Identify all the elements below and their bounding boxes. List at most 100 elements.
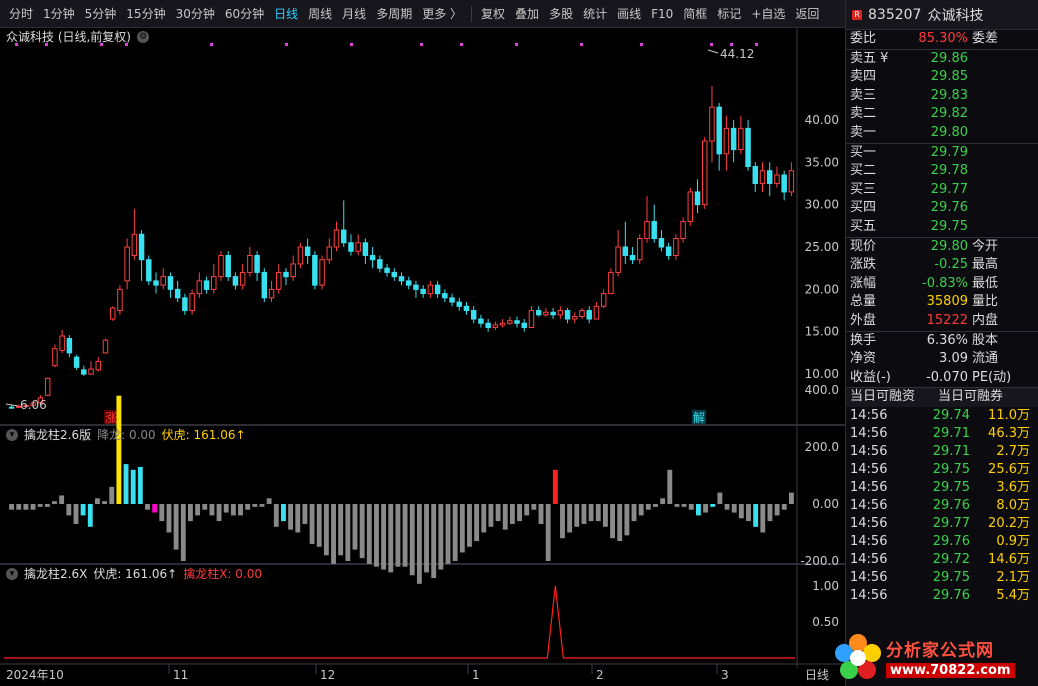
quote-row-value: 35809 [926, 294, 968, 310]
candle-body [766, 170, 773, 184]
tool-button-8[interactable]: +自选 [751, 6, 786, 21]
period-button-9[interactable]: 多周期 [376, 6, 413, 21]
candle-body [615, 246, 621, 273]
indicator-bar [195, 504, 201, 516]
indicator-bar [216, 504, 222, 522]
period-button-10[interactable]: 更多 〉 [422, 6, 463, 21]
tick-time: 14:56 [850, 497, 888, 513]
watermark-logo: 分析家公式网 www.70822.com [832, 628, 1038, 686]
bid-row-label: 买二 [850, 163, 877, 179]
tick-price: 29.72 [932, 551, 970, 567]
tool-button-4[interactable]: 画线 [617, 6, 642, 21]
jie-marker-bg [692, 410, 706, 424]
tick-row: 14:56 29.76 8.0万 [846, 497, 1038, 515]
ask-row-label: 卖三 [850, 87, 877, 103]
indicator-bar [753, 504, 759, 527]
ask-row-value: 29.86 [930, 50, 968, 66]
tick-row: 14:56 29.75 25.6万 [846, 461, 1038, 479]
x-axis-label: 2 [596, 668, 604, 682]
tick-volume: 8.0万 [996, 497, 1030, 513]
indicator-bar [202, 504, 208, 510]
tool-button-9[interactable]: 返回 [795, 6, 820, 21]
candle-body [348, 242, 354, 252]
tick-price: 29.75 [932, 479, 970, 495]
signal-dot [420, 43, 423, 46]
candle-body [30, 402, 37, 406]
quote-row-right: 最低 [972, 275, 999, 291]
price-axis-label: 30.00 [805, 198, 839, 212]
candle-body [391, 271, 398, 278]
quote-row: 总量 35809 量比 [846, 293, 1038, 312]
tool-button-3[interactable]: 统计 [583, 6, 608, 21]
ind2-axis-label: 0.50 [812, 615, 839, 629]
candle-body [564, 310, 571, 320]
period-button-1[interactable]: 1分钟 [43, 6, 75, 21]
low-pointer [5, 403, 19, 407]
quote-list: 现价 29.80 今开 涨跌 -0.25 最高 涨幅 -0.83% 最低 总量 35809 量比 外盘 1… [846, 238, 1038, 331]
tool-button-2[interactable]: 多股 [549, 6, 574, 21]
period-button-0[interactable]: 分时 [9, 6, 34, 21]
candle-body [622, 246, 629, 256]
collapse-icon[interactable]: ▾ [6, 428, 18, 441]
ask-row: 卖二 29.82 [846, 105, 1038, 124]
candle-body [413, 284, 419, 290]
candle-body [283, 271, 289, 278]
period-button-8[interactable]: 月线 [342, 6, 367, 21]
period-button-3[interactable]: 15分钟 [126, 6, 166, 21]
candle-body [658, 238, 665, 248]
period-button-7[interactable]: 周线 [308, 6, 333, 21]
candle-body [333, 229, 340, 248]
quote-row-label: 涨幅 [850, 275, 877, 291]
indicator-bar [431, 504, 437, 579]
tool-button-7[interactable]: 标记 [717, 6, 742, 21]
tool-button-0[interactable]: 复权 [481, 6, 506, 21]
period-button-2[interactable]: 5分钟 [84, 6, 117, 21]
indicator-bar [574, 504, 580, 527]
indicator-bar [703, 504, 709, 513]
indicator-bar [538, 504, 544, 524]
candle-body [665, 246, 672, 256]
indicator-bar [517, 504, 522, 522]
tick-time: 14:56 [850, 407, 888, 423]
indicator-bar [366, 504, 372, 564]
period-button-6[interactable]: 日线 [274, 6, 299, 21]
chart-area[interactable]: 40.00 35.00 30.00 25.00 20.00 15.00 10.00 44.12… [0, 28, 845, 686]
indicator-bar [681, 504, 687, 507]
tool-button-1[interactable]: 叠加 [515, 6, 540, 21]
indicator-bar [273, 504, 279, 527]
ind1-axis-label: 200.0 [805, 440, 839, 454]
candle-body [268, 288, 275, 299]
tool-button-6[interactable]: 简框 [683, 6, 708, 21]
indicator-bar [173, 504, 179, 550]
indicator-bar [424, 504, 429, 573]
candle-body [218, 254, 224, 278]
indicator-bar [624, 504, 630, 536]
indicator-bar [495, 504, 501, 522]
candle-body [239, 271, 246, 286]
indicator-bar [37, 504, 43, 507]
candle-body [131, 233, 138, 256]
tick-list[interactable]: 14:56 29.74 11.0万 14:56 29.71 46.3万 14:56 29.71… [846, 407, 1038, 605]
candle-body [261, 271, 268, 299]
tick-time: 14:56 [850, 533, 888, 549]
candle-body [644, 221, 650, 240]
indicator-bar [610, 504, 615, 539]
collapse-icon[interactable]: ▾ [6, 567, 18, 580]
tool-button-5[interactable]: F10 [651, 6, 674, 21]
candle-body [174, 288, 181, 299]
indicator-bar [481, 504, 487, 533]
tick-row: 14:56 29.74 11.0万 [846, 407, 1038, 425]
period-button-4[interactable]: 30分钟 [175, 6, 215, 21]
candle-body [752, 166, 759, 184]
indicator-bar [567, 504, 573, 533]
signal-dot [515, 43, 518, 46]
period-button-5[interactable]: 60分钟 [224, 6, 265, 21]
quote-row-value: 15222 [926, 312, 968, 328]
chart-canvas[interactable]: 40.0035.0030.0025.0020.0015.0010.0044.12… [0, 28, 845, 686]
settings-icon[interactable]: ⚙ [137, 30, 149, 43]
indicator-bar [581, 504, 587, 524]
stats-row-value: 3.09 [939, 351, 968, 367]
signal-dot [755, 43, 758, 46]
candle-body [167, 276, 174, 290]
candle-body [449, 297, 455, 303]
